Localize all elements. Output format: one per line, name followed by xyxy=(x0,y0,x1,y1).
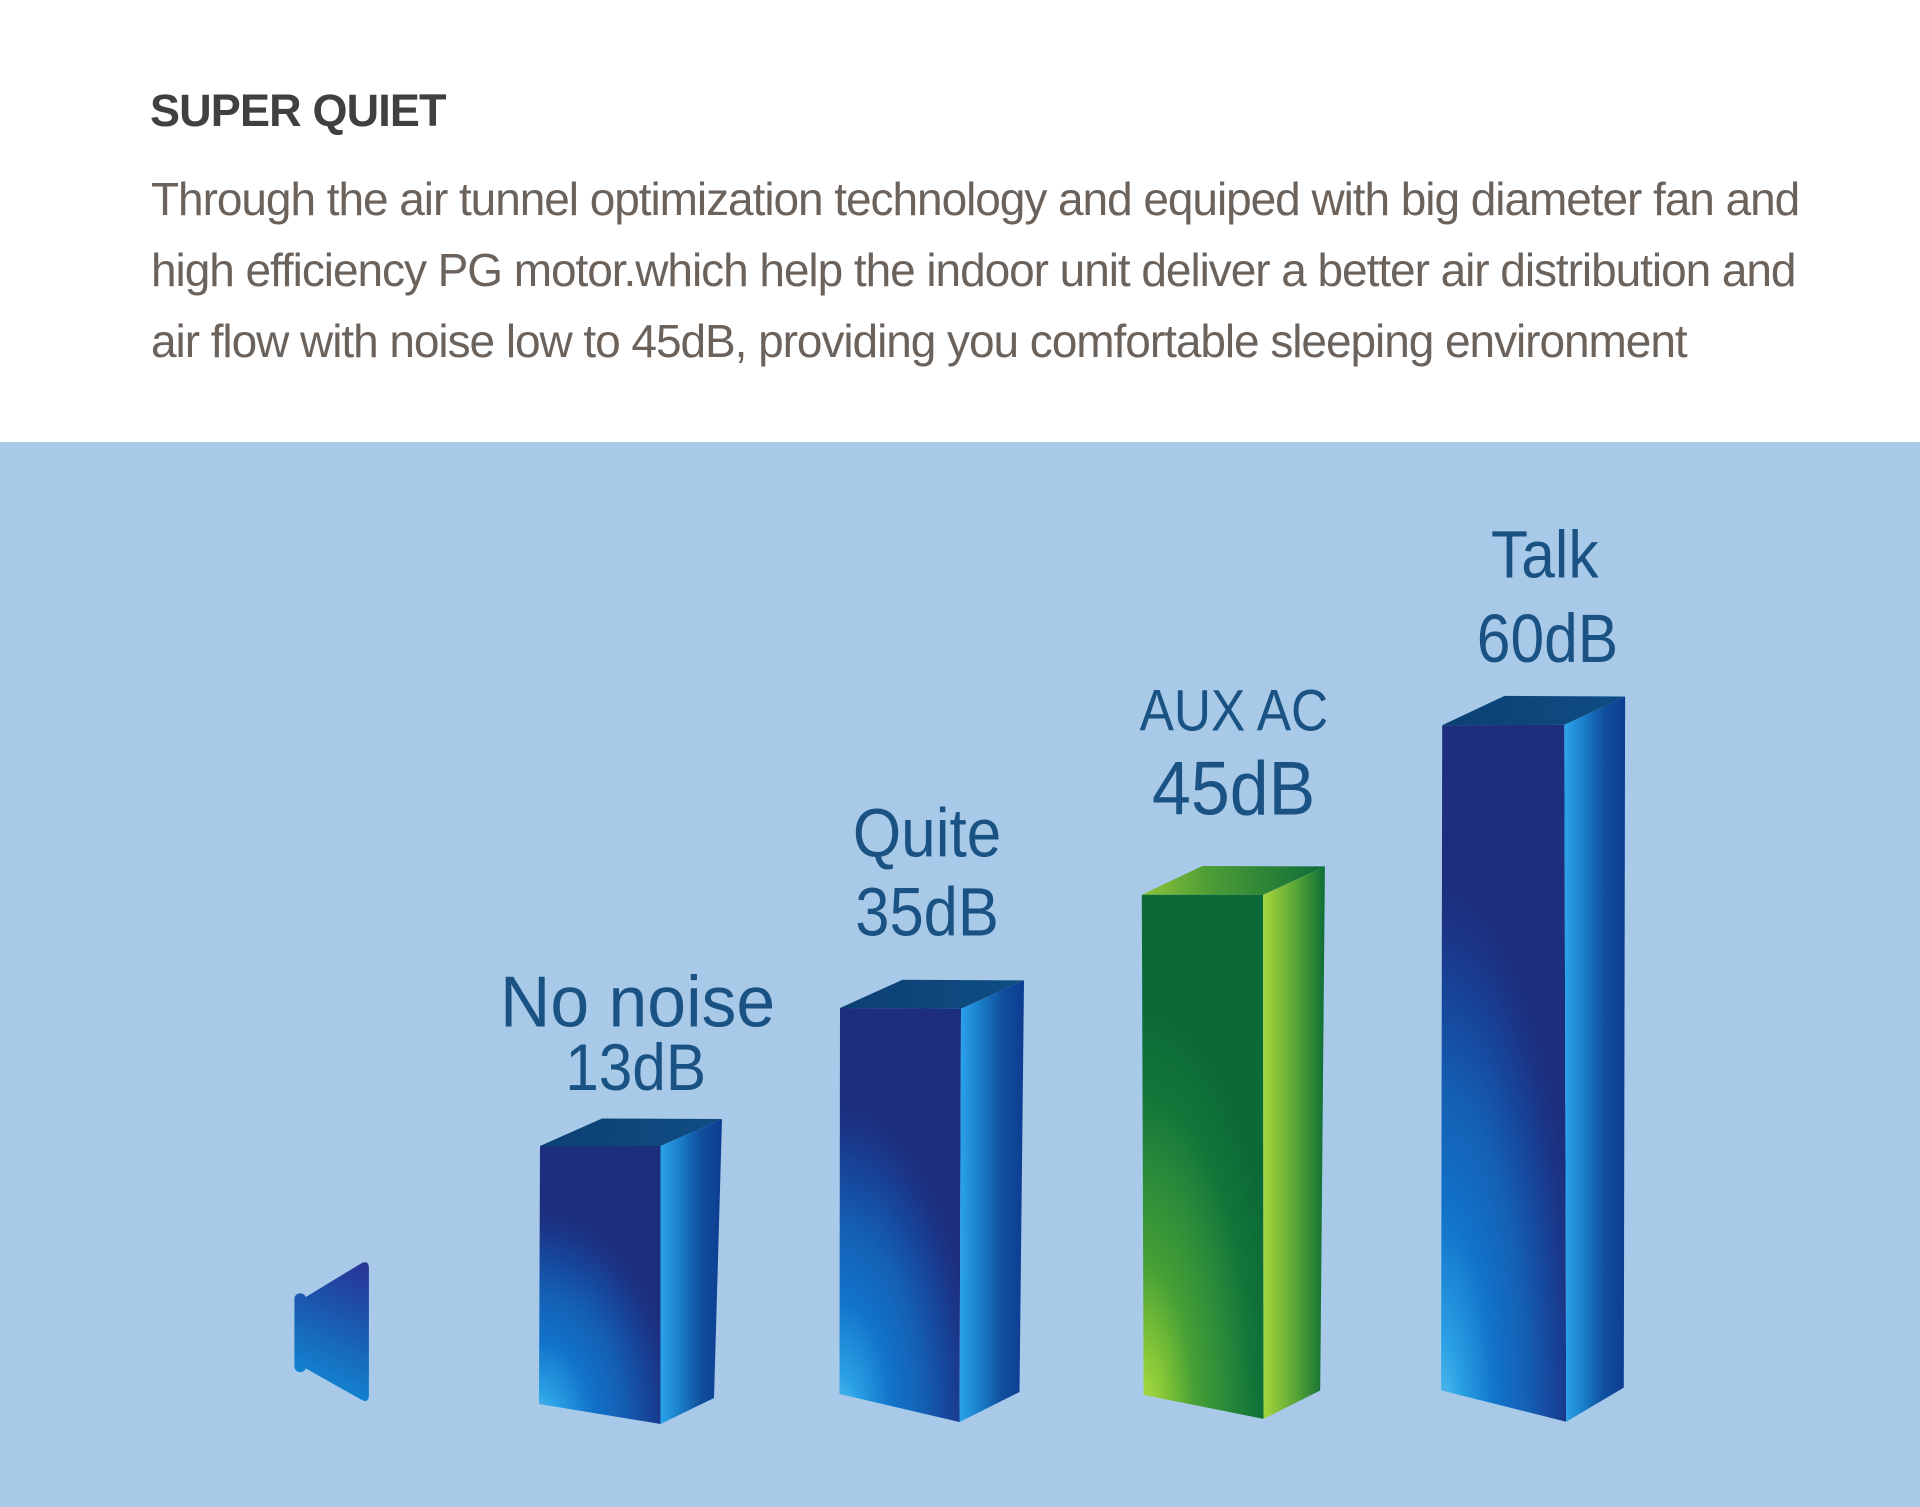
svg-text:AUX AC: AUX AC xyxy=(1140,678,1329,743)
svg-text:45dB: 45dB xyxy=(1152,747,1315,832)
svg-text:Talk: Talk xyxy=(1491,518,1599,593)
svg-text:No noise: No noise xyxy=(500,962,775,1042)
svg-text:Quite: Quite xyxy=(853,795,1001,872)
svg-text:35dB: 35dB xyxy=(855,874,999,951)
svg-text:13dB: 13dB xyxy=(565,1030,706,1104)
svg-text:60dB: 60dB xyxy=(1477,600,1618,677)
